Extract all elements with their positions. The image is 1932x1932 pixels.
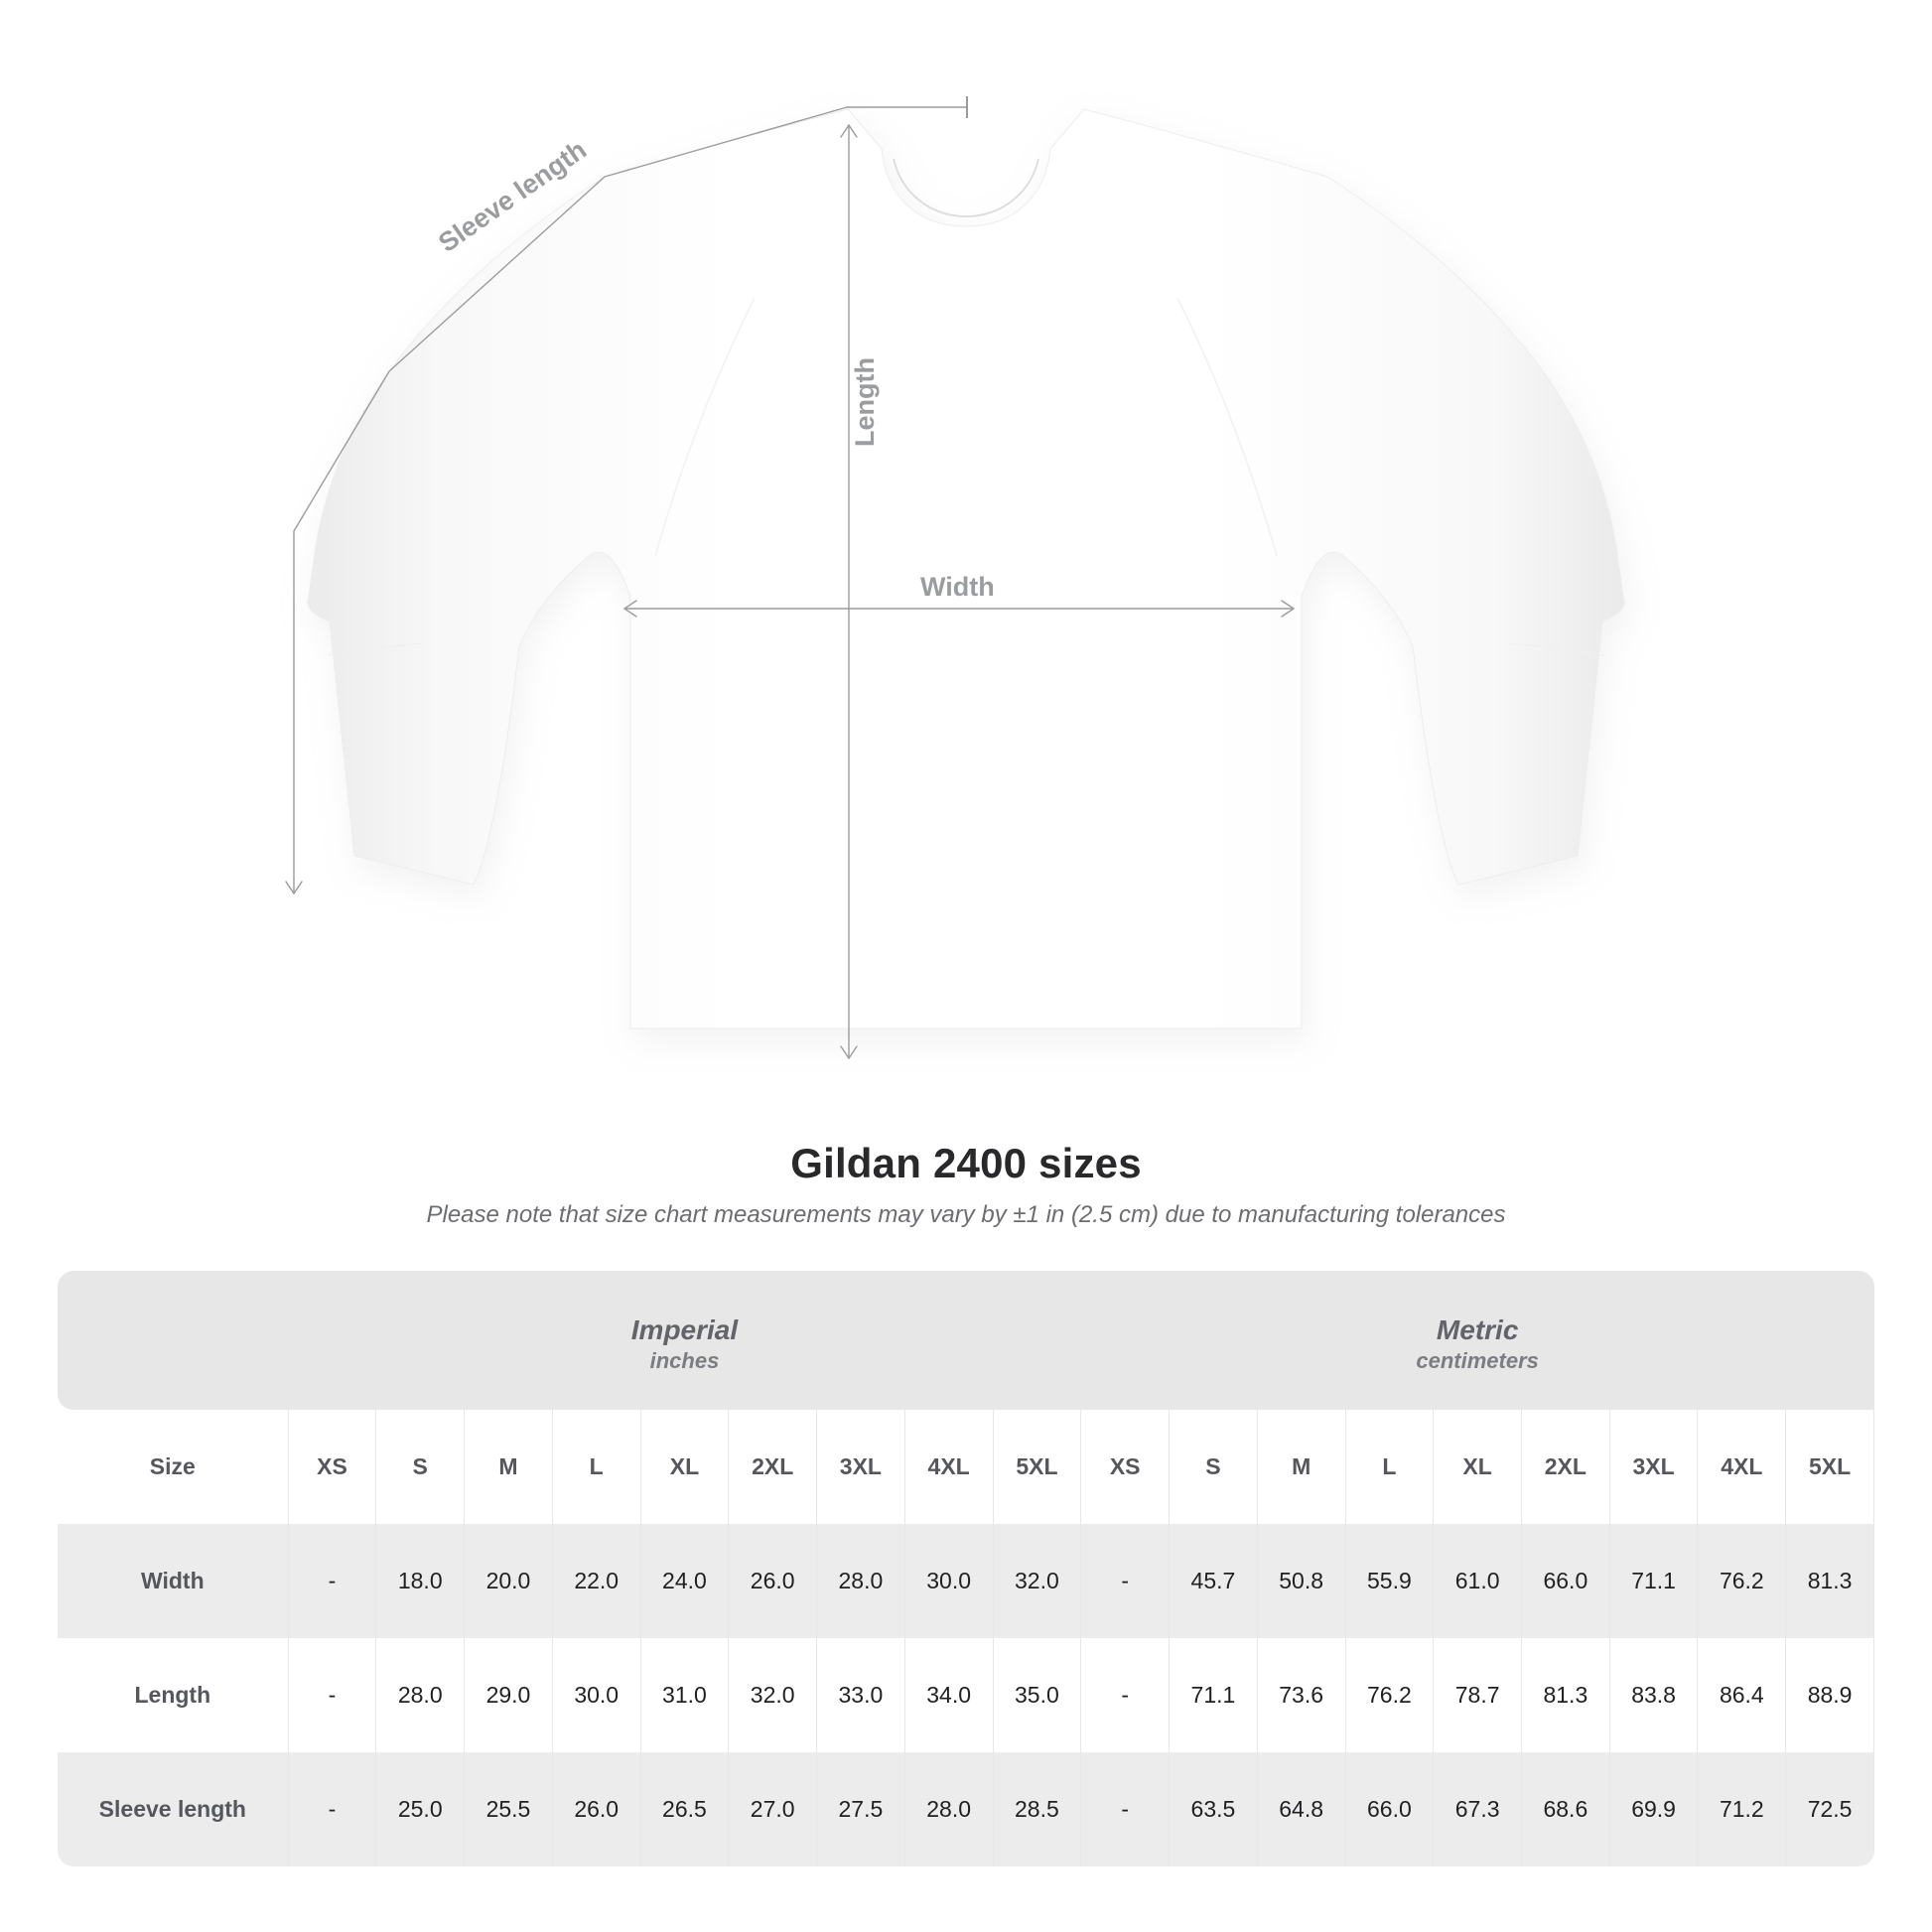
svg-text:Width: Width — [920, 572, 995, 602]
svg-text:Length: Length — [850, 357, 880, 447]
svg-text:Sleeve length: Sleeve length — [433, 134, 592, 257]
